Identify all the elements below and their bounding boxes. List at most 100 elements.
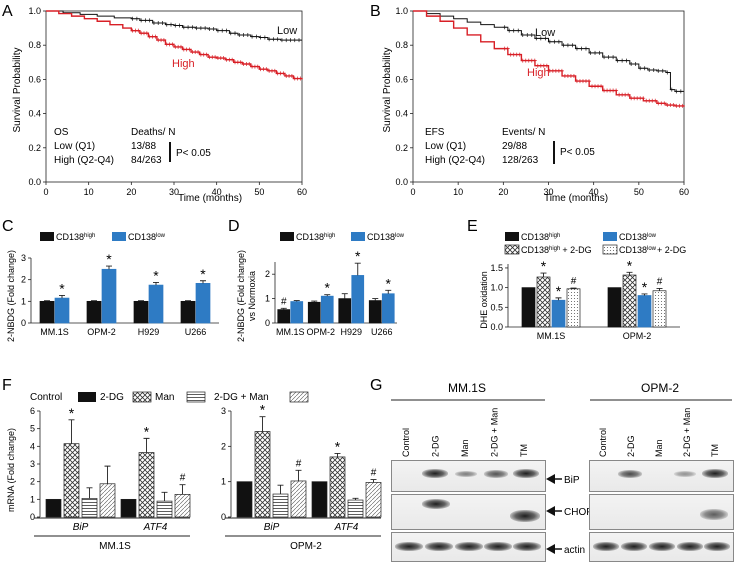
significance-mark-d-0: #: [281, 296, 287, 307]
censor-mark-b-low: [638, 66, 643, 71]
censor-mark-a-low: [134, 16, 139, 21]
censor-mark-a-low: [241, 32, 246, 37]
censor-mark-a-low: [211, 26, 216, 31]
censor-mark-a-high: [298, 76, 303, 81]
error-bar-f1-0-2: [277, 484, 284, 495]
legend-d: CD138high CD138low: [280, 232, 405, 242]
p-value-a: P< 0.05: [176, 148, 211, 159]
x-tick-label-a-6: 60: [297, 187, 307, 197]
survival-curve-b-high: [413, 10, 685, 107]
legend-label-e-high: CD138high: [521, 232, 560, 242]
censor-mark-b-low: [552, 39, 557, 44]
legend-label-e-high-2dg-sup: high: [549, 246, 560, 252]
y-tick-label-e-3: 1.5: [490, 263, 503, 273]
blot-markers: BiP CHOP actin: [546, 474, 593, 556]
censor-mark-b-high: [599, 84, 604, 89]
bar-f0-1-0: [120, 498, 137, 518]
y-tick-label-c-2: 2: [21, 275, 26, 285]
stat-low-label-a: Low (Q1): [54, 141, 95, 152]
censor-mark-b-low: [547, 39, 552, 44]
category-label-e-0: MM.1S: [537, 331, 566, 341]
bar-chart-c: 0 1 2 3 MM.1S OPM-2 H929 U266 * * * *: [21, 251, 219, 337]
censor-mark-a-low: [139, 18, 144, 23]
censor-mark-a-low: [169, 22, 174, 27]
panel-letter-f: F: [2, 377, 12, 394]
legend-swatch-e-low-2dg: [602, 244, 618, 255]
y-tick-label-b-0: 0.0: [395, 177, 408, 187]
error-bar-f1-0-3: [295, 469, 302, 481]
band-bip-mm1s-combo: [484, 470, 508, 478]
error-bar-d-3-1: [385, 289, 392, 294]
x-tick-label-a-0: 0: [43, 187, 48, 197]
legend-label-c-low-sup: low: [156, 233, 166, 239]
y-tick-label-f1-0: 0: [221, 512, 226, 522]
error-bar-f0-1-2: [161, 491, 168, 502]
band-actin-mm1s-1: [395, 542, 423, 551]
censor-mark-a-low: [203, 26, 208, 31]
y-axis-label-d-line2: vs Normoxia: [247, 271, 257, 321]
y-tick-label-b-4: 0.8: [395, 40, 408, 50]
significance-mark-f1-3: #: [371, 468, 377, 479]
censor-mark-b-low: [529, 32, 534, 37]
censor-mark-a-high: [213, 55, 218, 60]
category-label-d-1: OPM-2: [306, 327, 335, 337]
error-bar-c-2-0: [138, 300, 144, 302]
significance-mark-e-4: *: [642, 279, 648, 295]
legend-label-e-high-name: CD138: [521, 232, 549, 242]
category-label-d-3: U266: [371, 327, 393, 337]
error-bar-f0-0-3: [104, 465, 111, 484]
y-tick-label-a-1: 0.2: [28, 143, 41, 153]
censor-mark-b-low: [606, 55, 611, 60]
censor-mark-a-low: [147, 18, 152, 23]
censor-mark-a-high: [204, 52, 209, 57]
marker-label-chop: CHOP: [564, 507, 593, 518]
legend-swatch-f-combo: [186, 391, 206, 403]
censor-mark-b-low: [651, 67, 656, 72]
error-bar-f0-1-1: [143, 437, 150, 453]
bar-f1-0-2: [272, 493, 289, 518]
band-actin-mm1s-2: [425, 542, 453, 551]
band-actin-opm2-4: [677, 542, 703, 551]
censor-mark-a-low: [267, 37, 272, 42]
censor-mark-a-low: [233, 31, 238, 36]
y-tick-label-a-0: 0.0: [28, 177, 41, 187]
marker-label-bip: BiP: [564, 475, 580, 486]
legend-swatch-d-high: [280, 232, 294, 241]
error-bar-d-1-1: [324, 294, 331, 297]
legend-label-c-low: CD138low: [128, 232, 166, 242]
error-bar-c-3-1: [200, 280, 206, 284]
significance-mark-c-2: *: [153, 267, 159, 283]
blot-cellline-mm1s: MM.1S: [448, 381, 486, 395]
censor-mark-b-low: [516, 28, 521, 33]
cell-line-label-f0: MM.1S: [99, 541, 131, 552]
censor-mark-b-high: [662, 101, 667, 106]
bar-d-3-0: [368, 300, 382, 324]
legend-label-d-high-name: CD138: [296, 232, 324, 242]
marker-label-actin: actin: [564, 545, 585, 556]
legend-swatch-e-high: [505, 232, 519, 241]
significance-mark-e-3: *: [627, 257, 633, 273]
legend-label-c-low-name: CD138: [128, 232, 156, 242]
censor-mark-b-low: [665, 70, 670, 75]
y-axis-label-a: Survival Probability: [12, 47, 23, 132]
error-bar-d-0-1: [293, 300, 300, 302]
bar-e-1-2: [637, 295, 652, 328]
censor-mark-b-low: [561, 43, 566, 48]
band-actin-opm2-3: [649, 542, 675, 551]
censor-mark-a-low: [224, 28, 229, 33]
x-axis-label-a: Time (months): [178, 193, 242, 204]
stat-os-label: OS: [54, 127, 69, 138]
high-group-label-b: High: [527, 67, 550, 79]
significance-mark-e-1: *: [556, 283, 562, 299]
y-tick-label-c-0: 0: [21, 318, 26, 328]
band-chop-mm1s-tm: [510, 510, 540, 522]
panel-letter-b: B: [370, 3, 381, 20]
legend-e: CD138high CD138low CD138high + 2-DG CD138…: [504, 232, 686, 255]
censor-mark-b-low: [556, 39, 561, 44]
band-actin-mm1s-3: [455, 542, 483, 551]
y-tick-label-c-1: 1: [21, 296, 26, 306]
y-axis-label-d-line1: 2-NBDG (Fold change): [236, 250, 246, 342]
significance-mark-f1-1: #: [296, 458, 302, 469]
legend-swatch-f-2dg: [78, 392, 96, 402]
y-tick-label-a-4: 0.8: [28, 40, 41, 50]
